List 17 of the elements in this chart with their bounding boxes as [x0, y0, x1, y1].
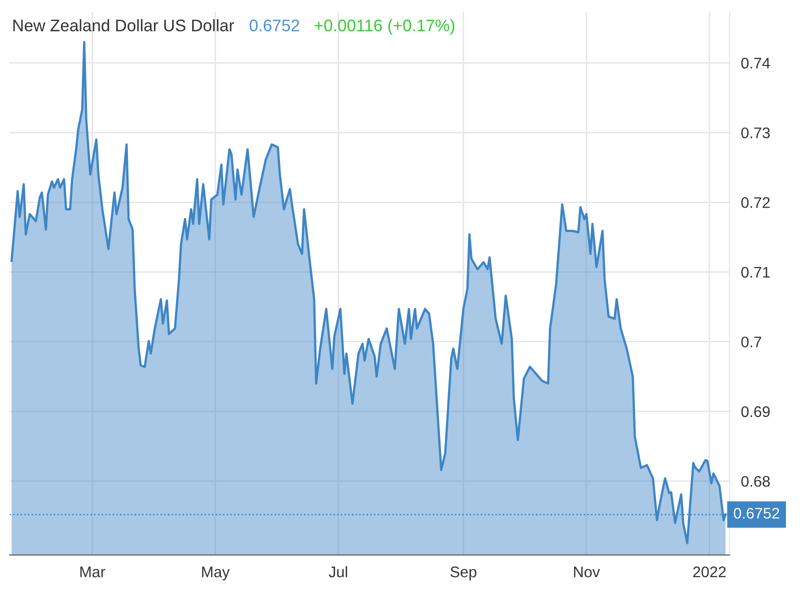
x-tick-label: May: [202, 566, 230, 580]
y-tick-label: 0.7: [741, 336, 762, 348]
x-tick-label: Jul: [328, 566, 348, 578]
x-tick-label: Mar: [80, 566, 106, 578]
y-tick-label: 0.68: [741, 476, 770, 487]
annotation: +0.00116 (+0.17%): [314, 19, 454, 35]
ref-line-label: 0.6752: [734, 508, 780, 519]
chart-title: New Zealand Dollar US Dollar: [13, 19, 234, 32]
y-tick-label: 0.69: [741, 406, 770, 418]
x-tick-label: 2022: [693, 566, 726, 578]
x-tick-label: Nov: [574, 566, 600, 578]
y-tick-label: 0.72: [741, 197, 770, 208]
y-tick-label: 0.71: [741, 266, 770, 278]
y-tick-label: 0.73: [741, 127, 770, 138]
annotation: 0.6752: [250, 20, 300, 32]
x-tick-label: Sep: [450, 566, 476, 580]
y-tick-label: 0.74: [741, 58, 770, 69]
